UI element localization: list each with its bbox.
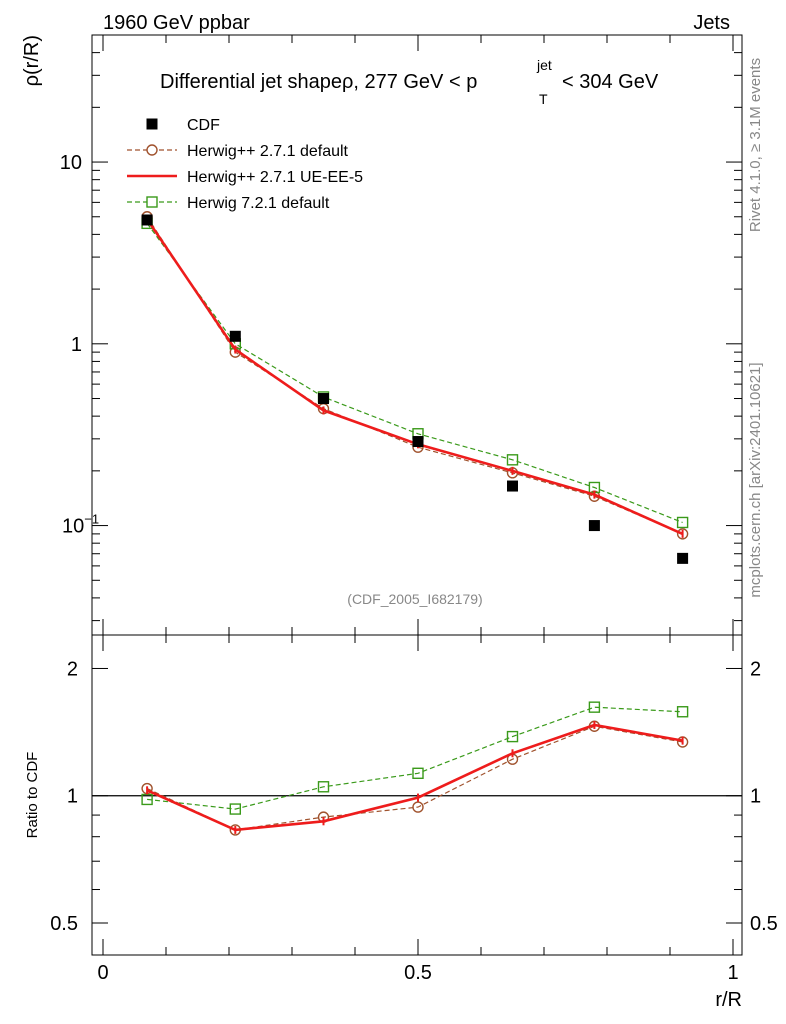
main-point-cdf — [229, 330, 241, 342]
main-marker-herwig-7-2-1-default — [506, 454, 519, 466]
plot-title-suffix: < 304 GeV — [562, 71, 659, 93]
ratio-marker-herwig-7-2-1-default — [412, 767, 424, 779]
x-axis-label: r/R — [715, 989, 742, 1011]
ratio-y-tick-label-left: 0.5 — [50, 913, 78, 935]
main-point-cdf — [318, 393, 329, 405]
x-tick-label: 0.5 — [404, 962, 432, 984]
mcplots-source-label: mcplots.cern.ch [arXiv:2401.10621] — [747, 362, 764, 597]
rivet-version-label: Rivet 4.1.0, ≥ 3.1M events — [747, 58, 764, 232]
plot-title-superscript: jet — [536, 57, 552, 73]
x-tick-label: 0 — [97, 962, 108, 984]
ratio-marker-herwig-7-2-1-default — [588, 701, 601, 713]
legend-label-cdf: CDF — [187, 117, 220, 134]
main-point-cdf — [141, 214, 153, 226]
main-panel-series — [141, 211, 689, 564]
ratio-panel-frame — [91, 634, 743, 956]
main-line-herwig-2-7-1-default — [146, 216, 683, 535]
main-point-cdf — [588, 520, 600, 532]
legend-label-herwig-7-2-1-default: Herwig 7.2.1 default — [187, 195, 330, 212]
ratio-marker-herwig-2-7-1-default — [412, 801, 424, 813]
legend-label-herwig-2-7-1-default: Herwig++ 2.7.1 default — [187, 143, 349, 160]
ratio-marker-herwig-7-2-1-default — [676, 706, 689, 718]
main-marker-herwig-7-2-1-default — [676, 516, 689, 529]
ratio-y-tick-label-right: 2 — [750, 658, 761, 680]
ratio-y-tick-label-left: 1 — [67, 786, 78, 808]
main-point-cdf — [507, 480, 518, 492]
main-line-herwig-7-2-1-default — [146, 222, 683, 524]
main-marker-herwig-2-7-1-default — [676, 528, 689, 540]
main-y-tick-label: 1 — [71, 334, 82, 356]
main-y-tick-label: 10−1 — [62, 512, 99, 538]
plot-title: Differential jet shapeρ, 277 GeV < p — [160, 71, 477, 93]
legend-marker-cdf — [146, 118, 158, 130]
analysis-label: (CDF_2005_I682179) — [347, 591, 482, 607]
ratio-y-tick-label-right: 0.5 — [750, 913, 778, 935]
legend-marker-herwig-2-7-1-default — [146, 144, 158, 156]
main-y-tick-label: 10 — [60, 152, 82, 174]
ratio-y-tick-label-right: 1 — [750, 786, 761, 808]
ratio-y-tick-label-left: 2 — [67, 658, 78, 680]
main-point-cdf — [412, 436, 424, 448]
ratio-marker-herwig-7-2-1-default — [141, 793, 153, 806]
ratio-marker-herwig-7-2-1-default — [317, 781, 330, 793]
axis-tick-labels: 10 1 10−1 2 2 1 1 0.5 0.5 0 0.5 1 — [50, 152, 778, 984]
ratio-marker-herwig-7-2-1-default — [506, 730, 519, 743]
ratio-panel-series — [141, 701, 689, 836]
ratio-y-axis-label: Ratio to CDF — [24, 752, 41, 839]
main-line-herwig-2-7-1-ue-ee-5 — [146, 218, 684, 536]
ratio-marker-herwig-7-2-1-default — [229, 803, 242, 815]
header-category-label: Jets — [693, 12, 730, 34]
plot-title-subscript: T — [539, 91, 548, 107]
legend-label-herwig-2-7-1-ue-ee-5: Herwig++ 2.7.1 UE-EE-5 — [187, 169, 363, 186]
main-y-axis-label: ρ(r/R) — [21, 35, 43, 86]
plot-title-prefix: Differential jet shapeρ, 277 GeV < p — [160, 71, 477, 93]
ratio-line-herwig-7-2-1-default — [147, 706, 683, 810]
ratio-line-herwig-2-7-1-ue-ee-5 — [146, 723, 683, 832]
main-point-cdf — [677, 552, 689, 564]
legend-marker-herwig-7-2-1-default — [146, 196, 158, 208]
header-energy-label: 1960 GeV ppbar — [103, 12, 250, 34]
legend: CDF Herwig++ 2.7.1 default Herwig++ 2.7.1 … — [127, 117, 363, 212]
x-tick-label: 1 — [727, 962, 738, 984]
